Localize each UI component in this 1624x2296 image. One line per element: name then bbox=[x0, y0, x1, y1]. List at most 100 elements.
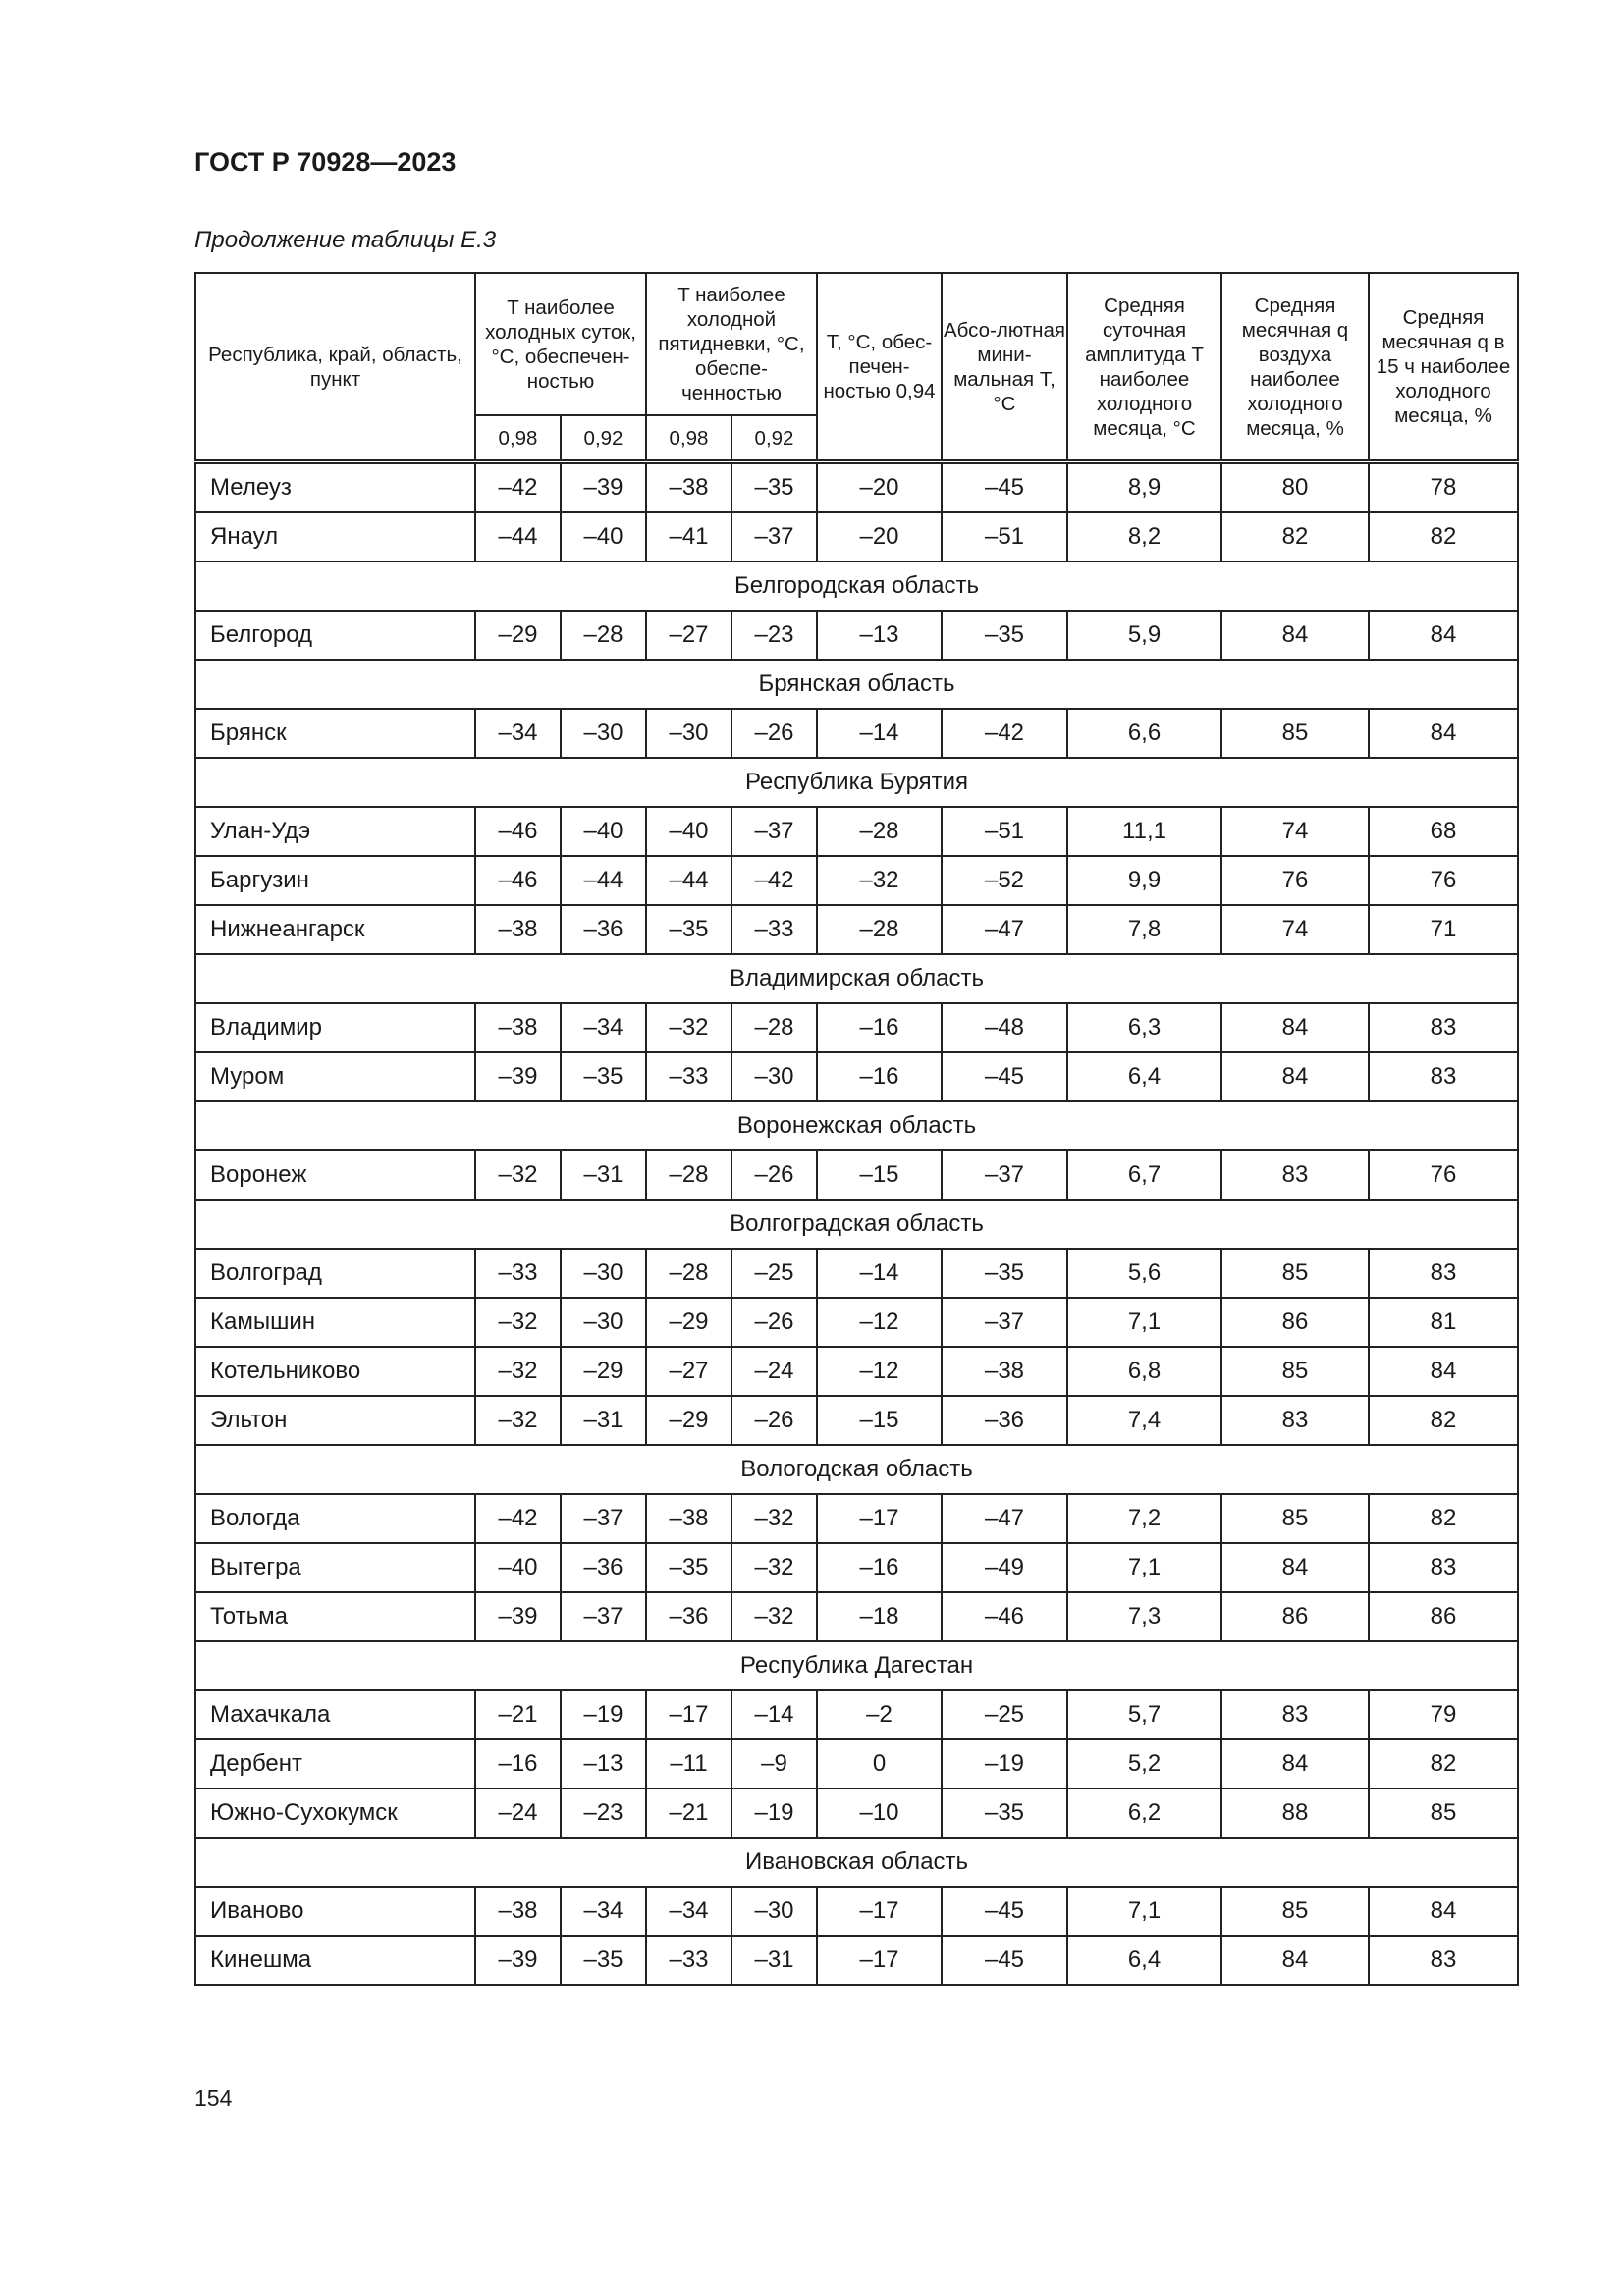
table-cell: –29 bbox=[645, 1395, 732, 1446]
table-cell: 6,8 bbox=[1066, 1346, 1222, 1397]
table-cell: 82 bbox=[1368, 1738, 1519, 1789]
table-cell: 86 bbox=[1368, 1591, 1519, 1642]
location-name: Янаул bbox=[194, 511, 476, 562]
table-cell: 6,3 bbox=[1066, 1002, 1222, 1053]
table-cell: –15 bbox=[816, 1395, 943, 1446]
climate-table: Республика, край, область, пункт T наибо… bbox=[194, 272, 1519, 1986]
table-cell: 84 bbox=[1220, 1738, 1370, 1789]
table-cell: –40 bbox=[474, 1542, 562, 1593]
table-cell: 84 bbox=[1220, 1051, 1370, 1102]
table-cell: –21 bbox=[645, 1788, 732, 1839]
table-cell: –38 bbox=[645, 460, 732, 513]
table-row: Белгород –29 –28 –27 –23 –13 –35 5,9 84 84 bbox=[194, 610, 1519, 661]
region-name: Республика Бурятия bbox=[194, 757, 1519, 808]
table-cell: –47 bbox=[941, 1493, 1068, 1544]
table-cell: 5,2 bbox=[1066, 1738, 1222, 1789]
table-cell: 74 bbox=[1220, 806, 1370, 857]
table-cell: –26 bbox=[731, 1297, 818, 1348]
location-name: Камышин bbox=[194, 1297, 476, 1348]
table-cell: –33 bbox=[645, 1935, 732, 1986]
table-cell: –34 bbox=[560, 1886, 647, 1937]
table-cell: 6,6 bbox=[1066, 708, 1222, 759]
table-cell: 6,4 bbox=[1066, 1051, 1222, 1102]
location-name: Мелеуз bbox=[194, 460, 476, 513]
table-cell: –37 bbox=[941, 1149, 1068, 1201]
table-cell: –30 bbox=[645, 708, 732, 759]
table-cell: 76 bbox=[1220, 855, 1370, 906]
location-name: Вытегра bbox=[194, 1542, 476, 1593]
table-cell: –27 bbox=[645, 610, 732, 661]
table-cell: –37 bbox=[560, 1591, 647, 1642]
table-cell: –17 bbox=[816, 1493, 943, 1544]
header-monthly-humidity: Средняя месячная q воздуха наиболее холо… bbox=[1220, 272, 1370, 464]
table-cell: –21 bbox=[474, 1689, 562, 1740]
table-cell: –39 bbox=[474, 1051, 562, 1102]
table-cell: –31 bbox=[560, 1149, 647, 1201]
table-row: Дербент –16 –13 –11 –9 0 –19 5,2 84 82 bbox=[194, 1738, 1519, 1789]
region-row: Владимирская область bbox=[194, 953, 1519, 1004]
table-cell: –19 bbox=[560, 1689, 647, 1740]
table-cell: 5,7 bbox=[1066, 1689, 1222, 1740]
table-cell: 79 bbox=[1368, 1689, 1519, 1740]
table-cell: –38 bbox=[645, 1493, 732, 1544]
table-row: Кинешма –39 –35 –33 –31 –17 –45 6,4 84 83 bbox=[194, 1935, 1519, 1986]
table-cell: –9 bbox=[731, 1738, 818, 1789]
table-cell: 88 bbox=[1220, 1788, 1370, 1839]
table-cell: –32 bbox=[474, 1149, 562, 1201]
table-cell: 76 bbox=[1368, 855, 1519, 906]
table-cell: 83 bbox=[1368, 1542, 1519, 1593]
table-cell: 84 bbox=[1368, 1886, 1519, 1937]
table-cell: –37 bbox=[731, 806, 818, 857]
table-cell: 85 bbox=[1220, 1346, 1370, 1397]
table-cell: 83 bbox=[1368, 1002, 1519, 1053]
region-name: Брянская область bbox=[194, 659, 1519, 710]
table-cell: –37 bbox=[560, 1493, 647, 1544]
location-name: Волгоград bbox=[194, 1248, 476, 1299]
table-cell: –12 bbox=[816, 1297, 943, 1348]
table-cell: –38 bbox=[941, 1346, 1068, 1397]
region-row: Вологодская область bbox=[194, 1444, 1519, 1495]
table-cell: –38 bbox=[474, 904, 562, 955]
table-cell: –40 bbox=[645, 806, 732, 857]
table-row: Нижнеангарск –38 –36 –35 –33 –28 –47 7,8 74 71 bbox=[194, 904, 1519, 955]
table-cell: –28 bbox=[816, 904, 943, 955]
region-row: Республика Бурятия bbox=[194, 757, 1519, 808]
table-cell: –38 bbox=[474, 1002, 562, 1053]
table-cell: –17 bbox=[816, 1935, 943, 1986]
table-cell: 74 bbox=[1220, 904, 1370, 955]
location-name: Баргузин bbox=[194, 855, 476, 906]
table-cell: –32 bbox=[731, 1542, 818, 1593]
table-cell: 80 bbox=[1220, 460, 1370, 513]
table-row: Вытегра –40 –36 –35 –32 –16 –49 7,1 84 83 bbox=[194, 1542, 1519, 1593]
table-cell: 78 bbox=[1368, 460, 1519, 513]
table-cell: –44 bbox=[645, 855, 732, 906]
table-cell: 5,9 bbox=[1066, 610, 1222, 661]
location-name: Иваново bbox=[194, 1886, 476, 1937]
table-cell: –32 bbox=[816, 855, 943, 906]
header-coldest-5day: T наиболее холодной пятидневки, °С, обес… bbox=[645, 272, 818, 416]
table-cell: –37 bbox=[731, 511, 818, 562]
table-cell: –13 bbox=[816, 610, 943, 661]
table-cell: –45 bbox=[941, 1935, 1068, 1986]
header-daily-amplitude: Средняя суточная амплитуда T наиболее хо… bbox=[1066, 272, 1222, 464]
table-row: Брянск –34 –30 –30 –26 –14 –42 6,6 85 84 bbox=[194, 708, 1519, 759]
table-cell: –25 bbox=[941, 1689, 1068, 1740]
table-cell: –14 bbox=[731, 1689, 818, 1740]
table-cell: –11 bbox=[645, 1738, 732, 1789]
table-cell: –32 bbox=[731, 1493, 818, 1544]
page-number: 154 bbox=[194, 2085, 233, 2110]
location-name: Брянск bbox=[194, 708, 476, 759]
table-cell: –13 bbox=[560, 1738, 647, 1789]
table-row: Муром –39 –35 –33 –30 –16 –45 6,4 84 83 bbox=[194, 1051, 1519, 1102]
table-cell: –44 bbox=[474, 511, 562, 562]
table-cell: –17 bbox=[816, 1886, 943, 1937]
location-name: Кинешма bbox=[194, 1935, 476, 1986]
table-cell: –23 bbox=[560, 1788, 647, 1839]
table-cell: –2 bbox=[816, 1689, 943, 1740]
table-cell: –35 bbox=[731, 460, 818, 513]
table-cell: –28 bbox=[645, 1248, 732, 1299]
table-row: Котельниково –32 –29 –27 –24 –12 –38 6,8 85 84 bbox=[194, 1346, 1519, 1397]
table-cell: –16 bbox=[474, 1738, 562, 1789]
table-cell: –24 bbox=[731, 1346, 818, 1397]
table-row: Тотьма –39 –37 –36 –32 –18 –46 7,3 86 86 bbox=[194, 1591, 1519, 1642]
